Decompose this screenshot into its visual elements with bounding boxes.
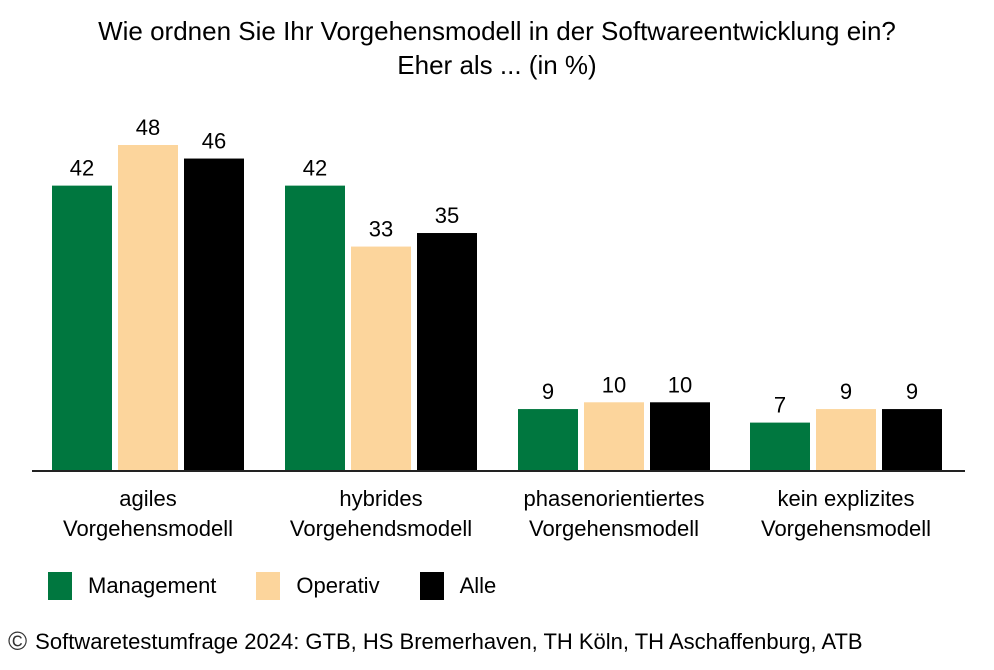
bar-alle-1 xyxy=(417,233,477,470)
bar-operativ-0 xyxy=(118,145,178,470)
data-label-management-2: 9 xyxy=(542,379,554,404)
legend-item-operativ: Operativ xyxy=(256,572,380,600)
data-label-operativ-1: 33 xyxy=(369,217,393,242)
legend-label-alle: Alle xyxy=(459,573,497,598)
category-label-1-line1: Vorgehendsmodell xyxy=(290,516,472,541)
bar-operativ-3 xyxy=(816,409,876,470)
legend-item-management: Management xyxy=(48,572,216,600)
data-label-alle-2: 10 xyxy=(668,372,692,397)
bar-alle-2 xyxy=(650,402,710,470)
copyright-icon: © xyxy=(8,626,28,656)
source-text: Softwaretestumfrage 2024: GTB, HS Bremer… xyxy=(35,628,863,654)
category-label-2-line1: Vorgehensmodell xyxy=(529,516,699,541)
legend: Management Operativ Alle xyxy=(48,572,536,600)
bar-alle-0 xyxy=(184,158,244,470)
data-label-alle-3: 9 xyxy=(906,379,918,404)
data-label-management-1: 42 xyxy=(303,156,327,181)
legend-swatch-alle xyxy=(419,572,444,600)
legend-swatch-management xyxy=(48,572,72,600)
category-label-0-line1: Vorgehensmodell xyxy=(63,516,233,541)
data-label-alle-1: 35 xyxy=(435,203,459,228)
bar-management-3 xyxy=(750,422,810,470)
category-label-1-line0: hybrides xyxy=(339,486,422,511)
data-label-alle-0: 46 xyxy=(202,129,226,154)
data-label-operativ-2: 10 xyxy=(602,372,626,397)
bar-operativ-2 xyxy=(584,402,644,470)
data-label-operativ-0: 48 xyxy=(136,115,160,140)
legend-label-operativ: Operativ xyxy=(296,573,380,598)
data-label-operativ-3: 9 xyxy=(840,379,852,404)
bar-management-1 xyxy=(285,185,345,470)
data-label-management-0: 42 xyxy=(70,156,94,181)
source-footer: © Softwaretestumfrage 2024: GTB, HS Brem… xyxy=(8,626,863,657)
bar-management-0 xyxy=(52,185,112,470)
category-label-3-line1: Vorgehensmodell xyxy=(761,516,931,541)
category-label-0-line0: agiles xyxy=(119,486,176,511)
legend-swatch-operativ xyxy=(256,572,281,600)
legend-label-management: Management xyxy=(88,573,217,598)
bar-alle-3 xyxy=(882,409,942,470)
bar-operativ-1 xyxy=(351,246,411,470)
chart-title: Wie ordnen Sie Ihr Vorgehensmodell in de… xyxy=(0,14,994,82)
chart-subtitle: Eher als ... (in %) xyxy=(397,50,597,80)
data-label-management-3: 7 xyxy=(774,393,786,418)
category-label-3-line0: kein explizites xyxy=(778,486,915,511)
bar-chart: 42 48 46 agiles Vorgehensmodell 42 33 35 hybride… xyxy=(32,115,965,541)
legend-item-alle: Alle xyxy=(419,572,497,600)
bar-management-2 xyxy=(518,409,578,470)
chart-title-line1: Wie ordnen Sie Ihr Vorgehensmodell in de… xyxy=(98,16,896,46)
category-label-2-line0: phasenorientiertes xyxy=(523,486,704,511)
